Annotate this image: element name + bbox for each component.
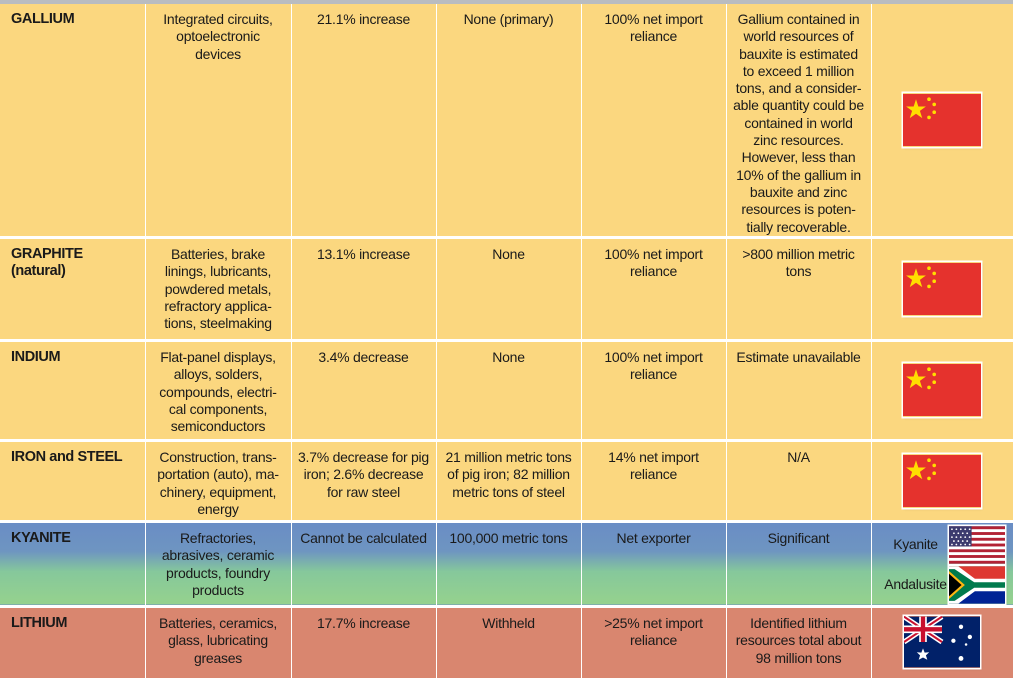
china-flag-icon <box>903 364 981 417</box>
us-production: 100,000 metric tons <box>436 521 582 607</box>
consumption-change: 3.4% decrease <box>291 340 437 441</box>
us-production: Withheld <box>436 606 582 679</box>
andalusite-flag-row: Andalusite <box>872 565 1013 605</box>
flag-cell <box>871 4 1013 238</box>
flag-label: Kyanite <box>893 536 938 553</box>
flag-label: Andalusite <box>884 576 947 593</box>
end-uses: Flat-panel displays, alloys, solders, co… <box>145 340 292 441</box>
flag-cell <box>871 237 1013 341</box>
flag-cell <box>871 440 1013 522</box>
flag-cell: Kyanite <box>871 521 1013 607</box>
import-reliance: 100% net import reliance <box>581 340 727 441</box>
mineral-name: LITHIUM <box>0 606 146 679</box>
kyanite-flag-row: Kyanite <box>872 525 1013 565</box>
top-border <box>0 0 1013 4</box>
end-uses: Batteries, brake linings, lubricants, po… <box>145 237 292 341</box>
mineral-name: INDIUM <box>0 340 146 441</box>
south-africa-flag-icon <box>948 566 1005 604</box>
us-production: None <box>436 340 582 441</box>
table-row: GRAPHITE (natural) Batteries, brake lini… <box>0 237 1013 341</box>
consumption-change: 13.1% increase <box>291 237 437 341</box>
end-uses: Batteries, ceramics, glass, lubricating … <box>145 606 292 679</box>
table-row: LITHIUM Batteries, ceramics, glass, lubr… <box>0 606 1013 679</box>
china-flag-icon <box>903 262 981 315</box>
mineral-name: KYANITE <box>0 521 146 607</box>
world-resources: Identified lithium resources total about… <box>726 606 872 679</box>
usa-flag-icon <box>948 526 1005 564</box>
end-uses: Integrated circuits, optoelectronic devi… <box>145 4 292 238</box>
world-resources: Significant <box>726 521 872 607</box>
china-flag-icon <box>903 454 981 507</box>
consumption-change: 17.7% increase <box>291 606 437 679</box>
import-reliance: 100% net import reliance <box>581 4 727 238</box>
consumption-change: Cannot be calculated <box>291 521 437 607</box>
china-flag-icon <box>903 93 981 146</box>
table-row: INDIUM Flat-panel displays, alloys, sold… <box>0 340 1013 441</box>
import-reliance: 100% net import reliance <box>581 237 727 341</box>
mineral-name: IRON and STEEL <box>0 440 146 522</box>
us-production: None <box>436 237 582 341</box>
end-uses: Refractories, abrasives, ceramic product… <box>145 521 292 607</box>
consumption-change: 21.1% increase <box>291 4 437 238</box>
mineral-name: GALLIUM <box>0 4 146 238</box>
australia-flag-icon <box>904 615 980 668</box>
table-row: GALLIUM Integrated circuits, optoelectro… <box>0 4 1013 238</box>
minerals-table: GALLIUM Integrated circuits, optoelectro… <box>0 4 1013 679</box>
consumption-change: 3.7% decrease for pig iron; 2.6% decreas… <box>291 440 437 522</box>
table-row: IRON and STEEL Construction, trans-porta… <box>0 440 1013 522</box>
flag-cell <box>871 606 1013 679</box>
world-resources: N/A <box>726 440 872 522</box>
world-resources: >800 million metric tons <box>726 237 872 341</box>
import-reliance: 14% net import reliance <box>581 440 727 522</box>
import-reliance: Net exporter <box>581 521 727 607</box>
us-production: None (primary) <box>436 4 582 238</box>
us-production: 21 million metric tons of pig iron; 82 m… <box>436 440 582 522</box>
world-resources: Estimate unavailable <box>726 340 872 441</box>
flag-cell <box>871 340 1013 441</box>
end-uses: Construction, trans-portation (auto), ma… <box>145 440 292 522</box>
mineral-name: GRAPHITE (natural) <box>0 237 146 341</box>
world-resources: Gallium contained in world resources of … <box>726 4 872 238</box>
table-row: KYANITE Refractories, abrasives, ceramic… <box>0 521 1013 607</box>
import-reliance: >25% net import reliance <box>581 606 727 679</box>
